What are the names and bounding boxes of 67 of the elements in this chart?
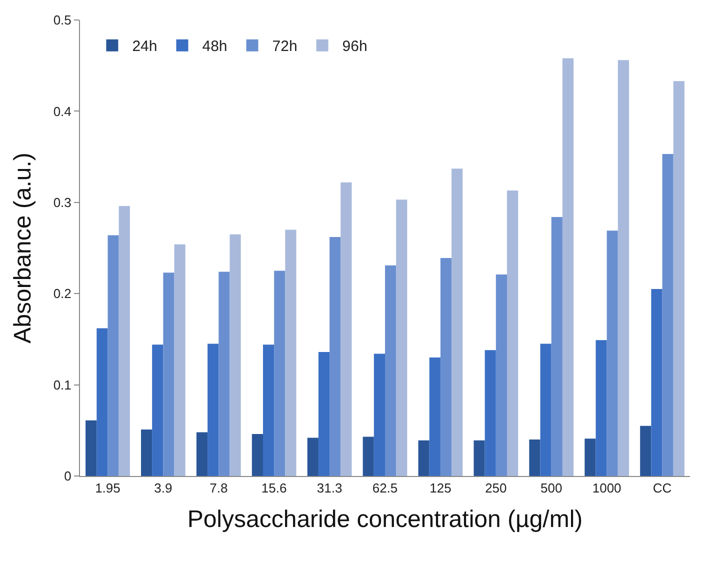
bar: [396, 200, 408, 476]
bar: [263, 344, 274, 476]
bar: [418, 440, 430, 476]
bar: [540, 344, 552, 476]
bar: [507, 190, 518, 476]
bar: [285, 230, 296, 476]
bar: [208, 344, 219, 476]
legend-label: 72h: [272, 38, 298, 56]
bar: [474, 440, 485, 476]
bar: [529, 440, 540, 476]
x-tick-label: 1000: [592, 480, 622, 496]
x-tick-label: 1.95: [95, 480, 120, 496]
bar: [562, 58, 574, 476]
x-tick-label: 3.9: [154, 480, 172, 496]
bar: [606, 230, 618, 476]
bar: [640, 426, 652, 476]
bar: [318, 352, 330, 476]
bar: [141, 429, 152, 476]
x-tick-label: 250: [485, 480, 507, 496]
y-tick-label: 0.2: [53, 286, 72, 302]
y-tick-label: 0: [64, 468, 72, 484]
bar: [307, 438, 318, 476]
y-axis-title: Absorbance (a.u.): [9, 152, 36, 344]
y-tick-label: 0.1: [53, 377, 72, 392]
bar: [452, 168, 463, 476]
bar: [118, 206, 130, 476]
bar: [163, 272, 174, 476]
legend-label: 24h: [132, 38, 158, 56]
bar: [108, 235, 119, 476]
bar: [362, 436, 374, 476]
bar: [274, 270, 286, 476]
bar: [86, 420, 97, 476]
bar: [496, 274, 507, 476]
legend-label: 48h: [202, 38, 228, 56]
bar: [330, 237, 341, 476]
x-tick-label: CC: [652, 480, 672, 496]
x-tick-label: 500: [540, 480, 562, 496]
x-tick-label: 62.5: [372, 480, 398, 496]
y-tick-label: 0.4: [53, 104, 72, 119]
bar: [484, 350, 496, 476]
bar: [385, 265, 396, 476]
bar: [651, 289, 662, 476]
bar: [174, 244, 186, 476]
bar: [152, 344, 164, 476]
bar: [218, 272, 230, 476]
bar: [673, 81, 684, 476]
bar: [340, 182, 352, 476]
bar: [440, 258, 452, 476]
bar: [96, 328, 108, 476]
bar: [196, 432, 208, 476]
bar: [374, 354, 385, 476]
x-tick-label: 15.6: [261, 480, 287, 496]
bar: [252, 434, 263, 476]
legend-label: 96h: [342, 38, 368, 56]
bar: [230, 234, 241, 476]
bar: [584, 438, 596, 476]
x-tick-label: 125: [430, 480, 452, 496]
x-tick-label: 31.3: [316, 480, 342, 496]
bar: [429, 357, 440, 476]
bar: [596, 340, 607, 476]
bar: [551, 216, 562, 476]
bar: [618, 60, 629, 476]
x-axis-title: Polysaccharide concentration (µg/ml): [187, 506, 583, 533]
y-tick-label: 0.5: [53, 12, 72, 28]
y-tick-label: 0.3: [53, 194, 72, 210]
x-tick-label: 7.8: [210, 480, 228, 496]
bar: [662, 154, 674, 476]
